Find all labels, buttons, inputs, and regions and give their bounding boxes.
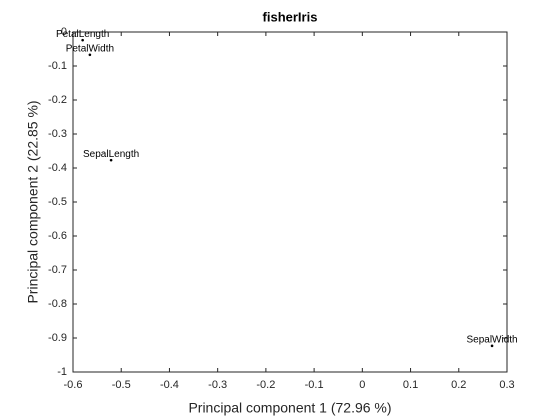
- y-tick-label: -0.8: [48, 298, 67, 310]
- y-tick-label: -0.7: [48, 264, 67, 276]
- y-tick-label: -0.3: [48, 128, 67, 140]
- x-tick-label: -0.2: [256, 379, 275, 391]
- axes-box: [72, 31, 508, 373]
- x-tick-label: 0.3: [499, 379, 514, 391]
- y-tick-label: -0.1: [48, 60, 67, 72]
- point-label: PetalLength: [56, 29, 109, 40]
- x-tick-label: -0.4: [160, 379, 179, 391]
- x-tick-label: -0.5: [112, 379, 131, 391]
- x-tick-label: -0.3: [208, 379, 227, 391]
- x-tick-label: 0.2: [451, 379, 466, 391]
- x-axis-label: Principal component 1 (72.96 %): [188, 400, 391, 416]
- x-tick-label: -0.1: [305, 379, 324, 391]
- y-tick-label: -0.5: [48, 196, 67, 208]
- y-tick-label: -0.6: [48, 230, 67, 242]
- point: [81, 38, 84, 42]
- point: [490, 344, 494, 348]
- point: [88, 53, 92, 57]
- y-tick-label: -0.9: [48, 332, 67, 344]
- x-tick-label: 0.1: [403, 379, 418, 391]
- y-axis-label: Principal component 2 (22.85 %): [25, 100, 41, 303]
- x-tick-label: -0.6: [64, 379, 83, 391]
- x-tick-label: 0: [359, 379, 365, 391]
- point-label: SepalWidth: [466, 334, 517, 345]
- chart-title: fisherIris: [263, 9, 318, 24]
- y-tick-label: 0: [61, 26, 67, 38]
- y-tick-label: -0.2: [48, 94, 67, 106]
- point-label: SepalLength: [83, 149, 139, 160]
- y-tick-label: -1: [57, 366, 67, 378]
- y-tick-label: -0.4: [48, 162, 67, 174]
- point-label: PetalWidth: [66, 43, 114, 54]
- point: [109, 158, 113, 162]
